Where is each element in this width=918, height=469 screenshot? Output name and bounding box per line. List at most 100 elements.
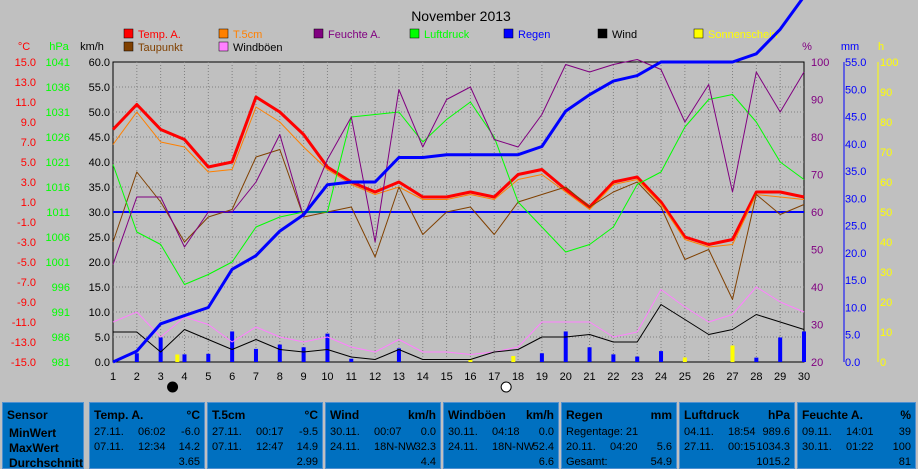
avg-value: 6.6 [538,456,554,468]
y-axes: °C 15.0 13.0 11.0 9.0 7.0 5.0 3.0 1.0 -1.0 -3.0 -5.… [11,41,898,369]
rain-bar [206,353,211,362]
avg-label: Durchschnitt [9,456,84,469]
max-value: 1034.3 [756,441,790,453]
rain-bar [659,351,664,362]
series-line-luftdruck [112,94,805,285]
rain-tick-label: 45.0 [845,112,866,124]
min-time: 18:54 [728,426,756,438]
x-tick-label: 20 [560,371,572,383]
max-date: 24.11. [330,441,360,453]
stats-panel-feuchte-a-: Feuchte A.% 09.11. 14:01 39 30.11. 01:22 100 81 [797,402,916,469]
min-time: 00:07 [374,426,402,438]
avg-value: 54.9 [650,456,672,468]
pressure-tick-label: 1031 [46,107,70,119]
legend-swatch [503,28,514,39]
pressure-tick-label: 1011 [46,207,70,219]
avg-value: 3.65 [178,456,200,468]
temp-axis-unit: °C [18,41,30,53]
max-time: 18N-NW [492,441,535,453]
rain-bar [587,347,592,362]
x-tick-label: 12 [369,371,381,383]
max-date: 20.11. [566,441,596,453]
rain-bar [253,348,258,362]
rain-bar [802,331,806,362]
temp-tick-label: -11.0 [12,317,36,329]
humidity-tick-label: 60 [811,207,823,219]
legend-entry: Wind [612,29,637,41]
wind-tick-label: 5.0 [95,332,110,344]
pressure-tick-label: 1026 [46,132,70,144]
wind-tick-label: 55.0 [89,82,110,94]
series-lines [111,0,805,364]
wind-tick-label: 25.0 [89,232,110,244]
panel-title: Wind [330,408,360,422]
min-time: 14:01 [846,426,874,438]
x-tick-label: 17 [488,371,500,383]
max-value: 14.2 [178,441,200,453]
pressure-tick-label: 1016 [46,182,70,194]
rain-tick-label: 50.0 [845,84,866,96]
avg-value: 2.99 [296,456,318,468]
x-tick-label: 19 [536,371,548,383]
sun-bar [468,359,473,362]
rain-tick-label: 30.0 [845,193,866,205]
legend-swatch [313,28,324,39]
rain-bar [396,348,401,362]
sun-bar [175,354,180,362]
x-tick-label: 3 [158,371,164,383]
x-tick-label: 22 [607,371,619,383]
stats-panel-t-5cm: T.5cm °C 27.11. 00:17 -9.5 07.11. 12:47 14.9 2.9… [207,402,323,469]
min-value: 0.0 [538,426,554,438]
rain-tick-label: 25.0 [845,221,866,233]
panel-unit: km/h [525,408,554,422]
panel-unit: km/h [407,408,436,422]
max-value: 100 [892,441,911,453]
pressure-tick-label: 996 [52,282,70,294]
legend-swatch [693,28,704,39]
temp-tick-label: 5.0 [21,157,36,169]
x-tick-label: 25 [679,371,691,383]
max-value: 32.3 [414,441,436,453]
rain-bar [182,354,187,362]
wind-tick-label: 50.0 [89,107,110,119]
sun-tick-label: 10 [880,327,892,339]
humidity-axis-unit: % [802,41,812,53]
humidity-tick-label: 70 [811,170,823,182]
x-tick-label: 29 [774,371,786,383]
sun-tick-label: 100 [880,57,898,69]
pressure-tick-label: 1006 [46,232,70,244]
humidity-tick-label: 50 [811,245,823,257]
min-date: 27.11. [94,426,124,438]
panel-unit: % [900,408,911,422]
legend-entry: Windböen [233,42,283,54]
max-value: 52.4 [532,441,554,453]
sun-tick-label: 20 [880,297,892,309]
x-tick-label: 23 [631,371,643,383]
avg-value: 1015.2 [756,456,790,468]
min-date: 30.11. [448,426,478,438]
pressure-tick-label: 1041 [46,57,70,69]
wind-tick-label: 10.0 [89,307,110,319]
sun-axis-unit: h [878,41,884,53]
stats-panel-windb-en: Windböen km/h 30.11. 04:18 0.0 24.11. 18N-NW 52… [443,402,559,469]
x-tick-label: 26 [703,371,715,383]
legend-entry: Temp. A. [138,29,181,41]
x-tick-label: 13 [393,371,405,383]
wind-tick-label: 60.0 [89,57,110,69]
stats-panel-luftdruck: Luftdruck hPa 04.11. 18:54 989.6 27.11. 00:15 1… [679,402,795,469]
x-tick-label: 27 [726,371,738,383]
temp-tick-label: 7.0 [21,137,36,149]
temp-tick-label: -5.0 [17,257,36,269]
stats-panel-regen: Regen mm Regentage: 21 20.11. 04:20 5.6 Gesamt… [561,402,677,469]
weather-chart: November 2013 °C15.013.011.09.07.05.03.0… [11,0,898,393]
pressure-tick-label: 986 [52,332,70,344]
rain-bar [277,344,282,362]
temp-tick-label: 15.0 [15,57,36,69]
temp-tick-label: 3.0 [21,177,36,189]
panel-unit: mm [650,408,672,422]
rain-tick-label: 55.0 [845,57,866,69]
rain-tick-label: 5.0 [845,330,860,342]
legend-swatch [597,28,608,39]
series-line-t-5cm [112,106,805,248]
sun-tick-label: 0 [880,357,886,369]
